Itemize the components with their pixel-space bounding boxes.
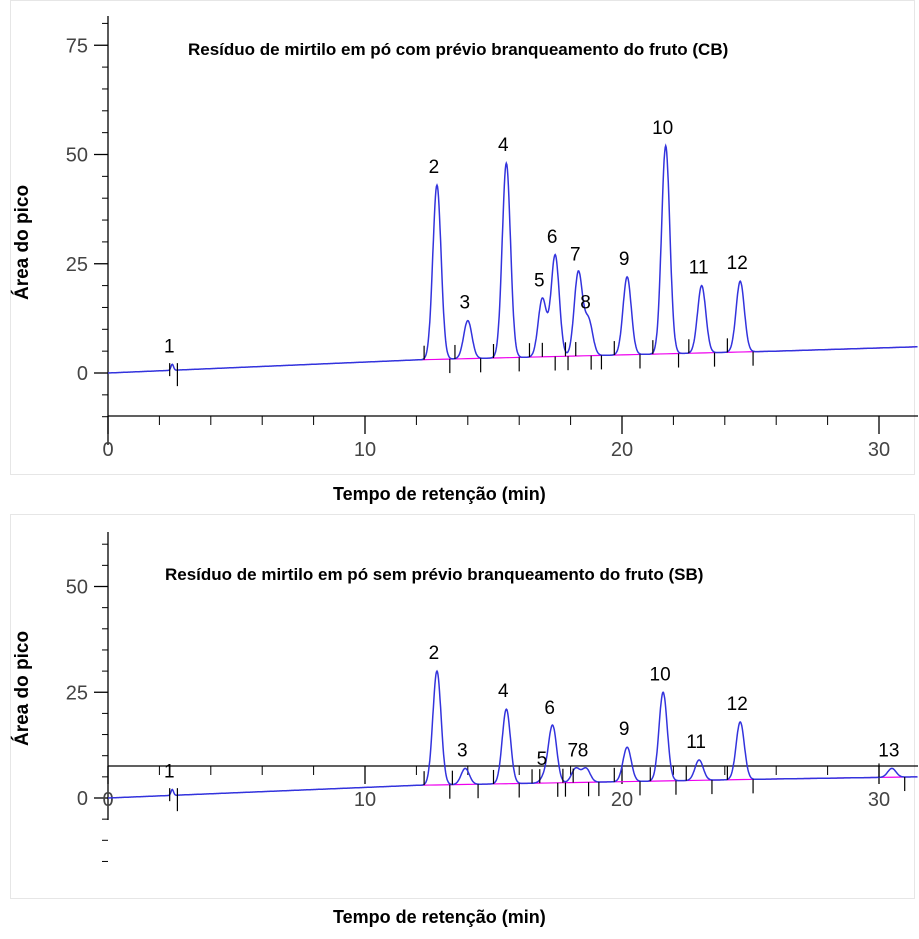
peak-label: 10 xyxy=(650,664,671,685)
peak-label: 7 xyxy=(567,740,578,761)
x-tick-label: 30 xyxy=(868,789,890,811)
peak-label: 3 xyxy=(460,293,471,314)
peak-label: 5 xyxy=(534,271,545,292)
peak-label: 10 xyxy=(652,118,673,139)
peak-label: 11 xyxy=(686,732,706,753)
x-tick-label: 0 xyxy=(102,789,113,811)
peak-label: 1 xyxy=(164,762,175,783)
x-tick-label: 20 xyxy=(611,789,633,811)
chromatogram-series xyxy=(108,143,918,374)
chart-title: Resíduo de mirtilo em pó com prévio bran… xyxy=(188,40,729,59)
chart-frame xyxy=(10,514,915,899)
y-tick-label: 0 xyxy=(77,363,88,385)
x-tick-label: 30 xyxy=(868,439,890,461)
x-tick-label: 20 xyxy=(611,439,633,461)
chart-panel-sb: Resíduo de mirtilo em pó sem prévio bran… xyxy=(0,514,919,939)
peak-label: 13 xyxy=(878,740,899,761)
peak-label: 7 xyxy=(570,244,581,265)
peak-label: 9 xyxy=(619,719,630,740)
peak-label: 12 xyxy=(727,253,748,274)
y-tick-label: 0 xyxy=(77,788,88,810)
y-tick-label: 25 xyxy=(66,682,88,704)
peak-label: 12 xyxy=(727,694,748,715)
peak-label: 9 xyxy=(619,249,630,270)
peak-label: 11 xyxy=(689,258,709,279)
chart-panel-cb: Resíduo de mirtilo em pó com prévio bran… xyxy=(10,0,918,504)
peak-label: 6 xyxy=(544,698,555,719)
x-tick-label: 10 xyxy=(354,789,376,811)
chart-frame xyxy=(10,0,915,475)
x-axis-label: Tempo de retenção (min) xyxy=(333,484,546,504)
y-tick-label: 50 xyxy=(66,145,88,167)
peak-label: 1 xyxy=(164,336,175,357)
x-tick-label: 10 xyxy=(354,439,376,461)
peak-label: 3 xyxy=(457,740,468,761)
y-tick-label: 50 xyxy=(66,577,88,599)
peak-label: 4 xyxy=(498,135,509,156)
y-tick-label: 25 xyxy=(66,254,88,276)
x-axis-label: Tempo de retenção (min) xyxy=(333,907,546,927)
peak-label: 8 xyxy=(578,740,589,761)
y-tick-label: 75 xyxy=(66,35,88,57)
peak-label: 6 xyxy=(547,227,558,248)
peak-label: 4 xyxy=(498,681,509,702)
peak-label: 2 xyxy=(429,643,440,664)
chart-title: Resíduo de mirtilo em pó sem prévio bran… xyxy=(165,565,704,584)
peak-label: 2 xyxy=(429,157,440,178)
peak-label: 8 xyxy=(580,293,591,314)
x-tick-label: 0 xyxy=(102,439,113,461)
peak-label: 5 xyxy=(537,749,548,770)
chromatogram-series xyxy=(108,669,918,799)
